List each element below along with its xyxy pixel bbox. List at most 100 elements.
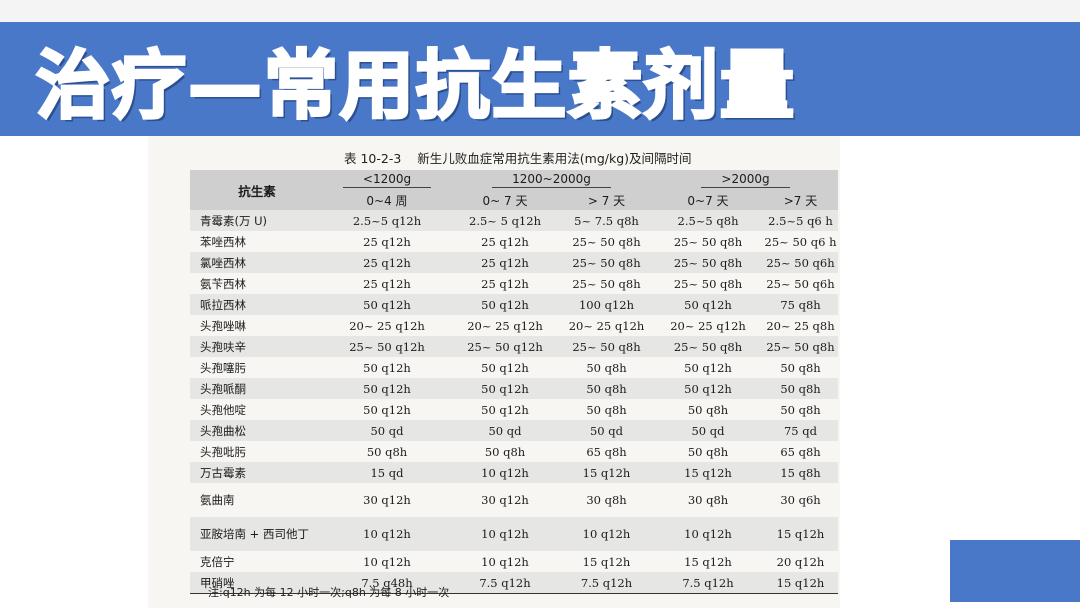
drug-name: 头孢曲松: [190, 420, 324, 441]
table-photo: 表 10-2-3 新生儿败血症常用抗生素用法(mg/kg)及间隔时间 抗生素 <…: [148, 136, 840, 608]
dose-cell: 65 q8h: [560, 441, 653, 462]
dose-cell: 20~ 25 q12h: [450, 315, 560, 336]
drug-name: 头孢吡肟: [190, 441, 324, 462]
dose-cell: 7.5 q12h: [560, 572, 653, 594]
dose-cell: 20~ 25 q12h: [653, 315, 763, 336]
dose-cell: 7.5 q12h: [450, 572, 560, 594]
table-row: 氨苄西林 25 q12h 25 q12h 25~ 50 q8h 25~ 50 q…: [190, 273, 838, 294]
dose-cell: 10 q12h: [324, 551, 450, 572]
dose-cell: 50 q8h: [324, 441, 450, 462]
dose-cell: 50 qd: [653, 420, 763, 441]
header-group-1200-2000: 1200~2000g: [450, 170, 653, 190]
dose-cell: 25~ 50 q12h: [324, 336, 450, 357]
dose-cell: 25~ 50 q6h: [763, 252, 838, 273]
dose-cell: 50 q12h: [324, 294, 450, 315]
drug-name: 万古霉素: [190, 462, 324, 483]
dose-cell: 30 q6h: [763, 483, 838, 517]
dose-cell: 30 q12h: [450, 483, 560, 517]
table-row: 万古霉素 15 qd 10 q12h 15 q12h 15 q12h 15 q8…: [190, 462, 838, 483]
table-row: 哌拉西林 50 q12h 50 q12h 100 q12h 50 q12h 75…: [190, 294, 838, 315]
header-drug: 抗生素: [190, 170, 324, 210]
dose-cell: 30 q8h: [560, 483, 653, 517]
dose-cell: 25 q12h: [450, 252, 560, 273]
drug-name: 苯唑西林: [190, 231, 324, 252]
dose-cell: 10 q12h: [653, 517, 763, 551]
dose-cell: 15 q12h: [560, 551, 653, 572]
dose-cell: 10 q12h: [450, 551, 560, 572]
table-row: 克倍宁 10 q12h 10 q12h 15 q12h 15 q12h 20 q…: [190, 551, 838, 572]
dose-cell: 50 q8h: [763, 399, 838, 420]
dose-cell: 50 q12h: [324, 357, 450, 378]
dose-cell: 50 q12h: [324, 378, 450, 399]
dose-cell: 50 q8h: [450, 441, 560, 462]
dose-cell: 25~ 50 q8h: [653, 252, 763, 273]
header-group-gt2000: >2000g: [653, 170, 838, 190]
table-row: 头孢噻肟 50 q12h 50 q12h 50 q8h 50 q12h 50 q…: [190, 357, 838, 378]
dose-cell: 20~ 25 q12h: [560, 315, 653, 336]
table-row: 头孢唑啉 20~ 25 q12h 20~ 25 q12h 20~ 25 q12h…: [190, 315, 838, 336]
page-title: 治疗—常用抗生素剂量: [35, 43, 796, 129]
table-row: 头孢哌酮 50 q12h 50 q12h 50 q8h 50 q12h 50 q…: [190, 378, 838, 399]
title-banner: 治疗—常用抗生素剂量: [0, 22, 1080, 136]
dose-cell: 25 q12h: [324, 273, 450, 294]
dose-cell: 50 q12h: [653, 357, 763, 378]
dose-cell: 15 q12h: [653, 551, 763, 572]
header-sub: > 7 天: [560, 190, 653, 210]
dose-cell: 25~ 50 q12h: [450, 336, 560, 357]
drug-name: 氨苄西林: [190, 273, 324, 294]
drug-name: 头孢噻肟: [190, 357, 324, 378]
drug-name: 氨曲南: [190, 483, 324, 517]
dose-cell: 30 q12h: [324, 483, 450, 517]
dose-cell: 50 q8h: [560, 378, 653, 399]
dose-cell: 10 q12h: [450, 517, 560, 551]
table-row: 头孢吡肟 50 q8h 50 q8h 65 q8h 50 q8h 65 q8h: [190, 441, 838, 462]
dose-cell: 15 q8h: [763, 462, 838, 483]
header-sub: 0~7 天: [653, 190, 763, 210]
dose-cell: 7.5 q12h: [653, 572, 763, 594]
group-label: 1200~2000g: [492, 172, 611, 188]
table-row: 氨曲南 30 q12h 30 q12h 30 q8h 30 q8h 30 q6h: [190, 483, 838, 517]
dose-cell: 20~ 25 q8h: [763, 315, 838, 336]
dose-cell: 25~ 50 q8h: [653, 336, 763, 357]
table-number: 表 10-2-3: [344, 151, 402, 166]
table-row: 青霉素(万 U) 2.5~5 q12h 2.5~ 5 q12h 5~ 7.5 q…: [190, 210, 838, 231]
dose-cell: 15 q12h: [763, 517, 838, 551]
dose-cell: 25~ 50 q8h: [653, 273, 763, 294]
dose-cell: 50 q12h: [450, 399, 560, 420]
dose-cell: 50 q12h: [653, 294, 763, 315]
dose-cell: 10 q12h: [560, 517, 653, 551]
table-row: 甲硝唑 7.5 q48h 7.5 q12h 7.5 q12h 7.5 q12h …: [190, 572, 838, 594]
dose-cell: 15 q12h: [653, 462, 763, 483]
dose-cell: 2.5~ 5 q12h: [450, 210, 560, 231]
dose-cell: 15 qd: [324, 462, 450, 483]
dose-cell: 65 q8h: [763, 441, 838, 462]
dose-cell: 2.5~5 q8h: [653, 210, 763, 231]
dose-cell: 10 q12h: [324, 517, 450, 551]
dose-cell: 50 q12h: [450, 378, 560, 399]
dose-cell: 50 q12h: [450, 357, 560, 378]
drug-name: 头孢哌酮: [190, 378, 324, 399]
dosage-table: 抗生素 <1200g 1200~2000g >2000g 0~4 周 0~ 7 …: [190, 170, 838, 594]
dose-cell: 75 qd: [763, 420, 838, 441]
dose-cell: 20~ 25 q12h: [324, 315, 450, 336]
drug-name: 青霉素(万 U): [190, 210, 324, 231]
table-row: 苯唑西林 25 q12h 25 q12h 25~ 50 q8h 25~ 50 q…: [190, 231, 838, 252]
top-strip: [0, 0, 1080, 22]
drug-name: 头孢唑啉: [190, 315, 324, 336]
dose-cell: 75 q8h: [763, 294, 838, 315]
dose-cell: 15 q12h: [560, 462, 653, 483]
header-sub: 0~4 周: [324, 190, 450, 210]
dose-cell: 25 q12h: [450, 231, 560, 252]
dose-cell: 25~ 50 q6 h: [763, 231, 838, 252]
dose-cell: 50 q12h: [653, 378, 763, 399]
header-sub: >7 天: [763, 190, 838, 210]
drug-name: 氯唑西林: [190, 252, 324, 273]
drug-name: 克倍宁: [190, 551, 324, 572]
table-footnote: 注:q12h 为每 12 小时一次;q8h 为每 8 小时一次: [208, 586, 450, 599]
dose-cell: 2.5~5 q6 h: [763, 210, 838, 231]
dose-cell: 50 qd: [324, 420, 450, 441]
dose-cell: 50 q12h: [450, 294, 560, 315]
drug-name: 哌拉西林: [190, 294, 324, 315]
dose-cell: 25~ 50 q8h: [560, 231, 653, 252]
table-row: 头孢他啶 50 q12h 50 q12h 50 q8h 50 q8h 50 q8…: [190, 399, 838, 420]
